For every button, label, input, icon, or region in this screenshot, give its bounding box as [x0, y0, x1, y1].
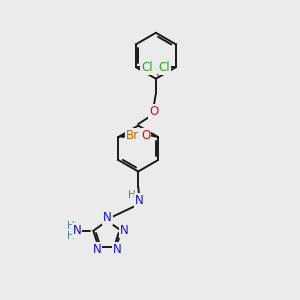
Text: H: H: [128, 190, 135, 200]
Text: H: H: [67, 220, 74, 230]
Text: O: O: [149, 105, 158, 118]
Text: O: O: [141, 129, 150, 142]
Text: N: N: [73, 224, 82, 237]
Text: N: N: [113, 243, 122, 256]
Text: N: N: [120, 224, 129, 237]
Text: N: N: [92, 243, 101, 256]
Text: H: H: [67, 231, 74, 241]
Text: N: N: [103, 211, 112, 224]
Text: Cl: Cl: [141, 61, 153, 74]
Text: Br: Br: [126, 129, 139, 142]
Text: Cl: Cl: [159, 61, 170, 74]
Text: N: N: [135, 194, 144, 207]
